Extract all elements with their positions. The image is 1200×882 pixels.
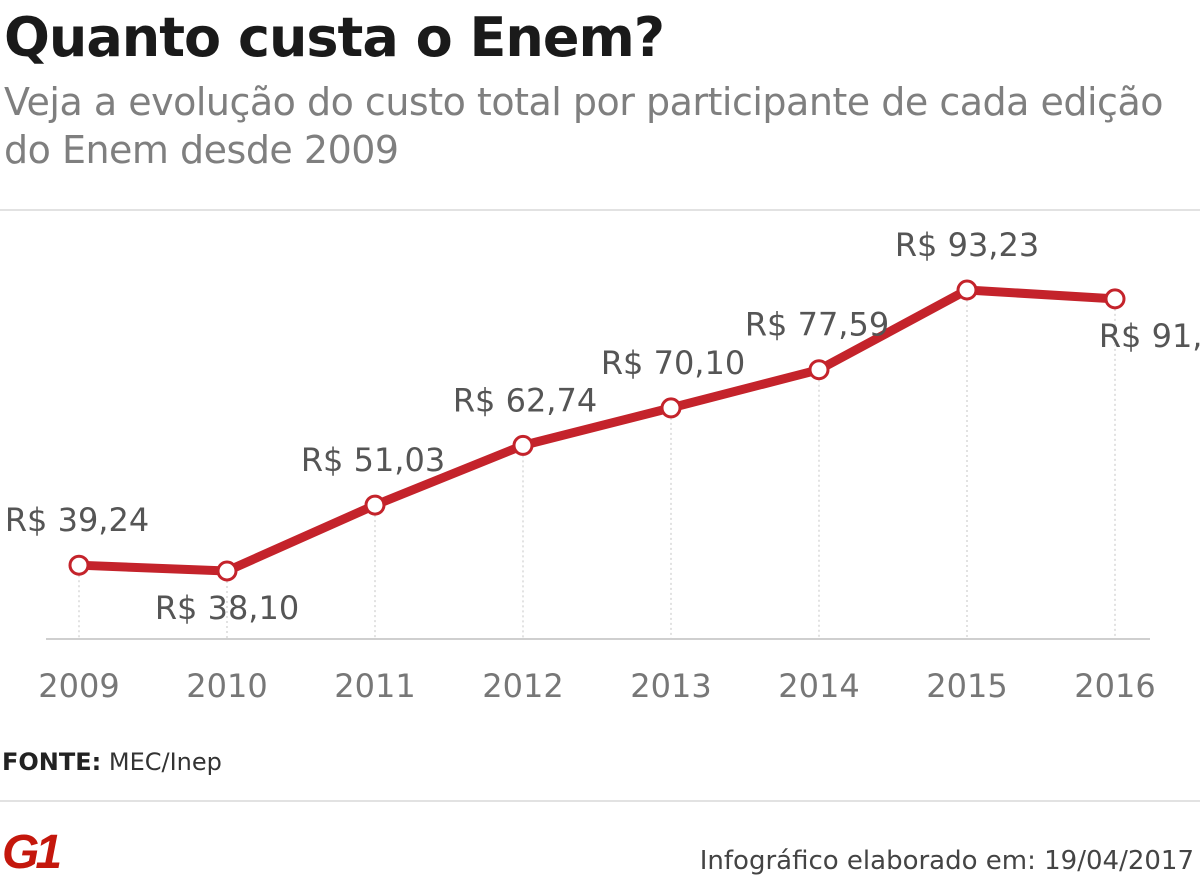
data-point-2014 [808,359,830,381]
data-label-2009: R$ 39,24 [5,501,149,539]
data-label-2010: R$ 38,10 [155,589,299,627]
data-points [68,279,1126,582]
x-tick-label-2011: 2011 [334,667,415,705]
g1-logo-text: G1 [2,826,60,874]
chart-subtitle: Veja a evolução do custo total por parti… [4,80,1164,172]
data-label-2011: R$ 51,03 [301,441,445,479]
data-point-2013 [660,397,682,419]
data-point-2012 [512,434,534,456]
infographic-date-note: Infográfico elaborado em: 19/04/2017 [699,846,1194,876]
source-note: FONTE: MEC/Inep [2,748,222,776]
top-divider [0,209,1200,211]
x-tick-label-2014: 2014 [778,667,859,705]
data-point-2010 [216,560,238,582]
x-tick-label-2015: 2015 [926,667,1007,705]
data-point-2011 [364,494,386,516]
data-label-2015: R$ 93,23 [895,226,1039,264]
line-chart: 2009 2010 2011 2012 2013 2014 2015 2016 R$ 39,2… [5,226,1200,705]
x-tick-label-2010: 2010 [186,667,267,705]
data-point-2016 [1104,288,1126,310]
source-value: MEC/Inep [108,748,222,776]
data-label-2016: R$ 91,49 [1099,317,1200,355]
data-label-2013: R$ 70,10 [601,344,745,382]
x-tick-labels: 2009 2010 2011 2012 2013 2014 2015 2016 [38,667,1155,705]
source-label: FONTE: [2,748,102,776]
data-label-2014: R$ 77,59 [745,306,889,344]
data-point-2015 [956,279,978,301]
bottom-divider [0,800,1200,802]
grid-lines [78,290,1116,639]
x-tick-label-2013: 2013 [630,667,711,705]
data-labels: R$ 39,24 R$ 38,10 R$ 51,03R$ 62,74R$ 70,10… [5,226,1200,627]
data-label-2012: R$ 62,74 [453,381,597,419]
g1-logo: G1 [2,826,64,874]
data-point-2009 [68,554,90,576]
x-tick-label-2012: 2012 [482,667,563,705]
x-tick-label-2016: 2016 [1074,667,1155,705]
x-tick-label-2009: 2009 [38,667,119,705]
chart-title: Quanto custa o Enem? [4,6,665,69]
series-line [74,285,1120,576]
